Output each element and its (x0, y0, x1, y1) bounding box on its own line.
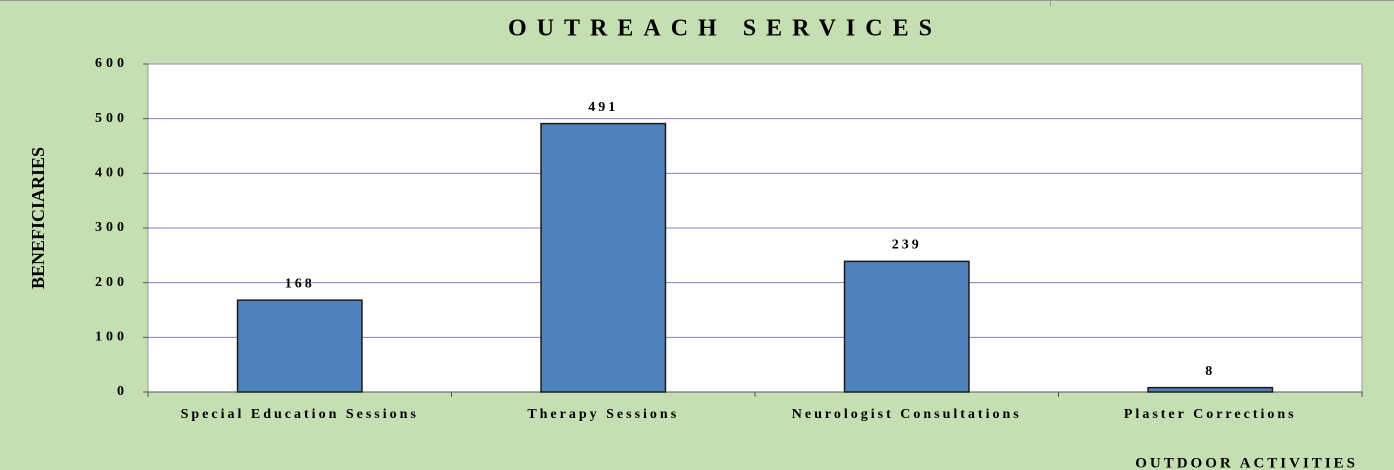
y-tick-label: 200 (95, 275, 128, 290)
chart-title: OUTREACH SERVICES (508, 16, 942, 42)
y-tick-label: 600 (95, 56, 128, 71)
y-tick-label: 300 (95, 220, 128, 235)
data-label: 239 (892, 238, 922, 253)
x-tick-label: Therapy Sessions (527, 407, 680, 422)
data-label: 8 (1205, 364, 1215, 379)
y-tick-label: 0 (117, 384, 128, 399)
y-tick-label: 100 (95, 330, 128, 345)
bar (236, 299, 363, 393)
y-tick-label: 400 (95, 166, 128, 181)
bar (540, 122, 667, 393)
x-tick-label: Special Education Sessions (180, 407, 419, 422)
bar (1147, 386, 1274, 393)
y-tick-label: 500 (95, 111, 128, 126)
x-tick-label: Plaster Corrections (1123, 407, 1297, 422)
data-label: 168 (285, 276, 315, 291)
x-tick-label: Neurologist Consultations (791, 407, 1022, 422)
x-axis-label: OUTDOOR ACTIVITIES (1135, 455, 1358, 470)
data-label: 491 (588, 100, 618, 115)
y-axis-label: BENEFICIARIES (28, 147, 48, 289)
bar (843, 260, 970, 393)
